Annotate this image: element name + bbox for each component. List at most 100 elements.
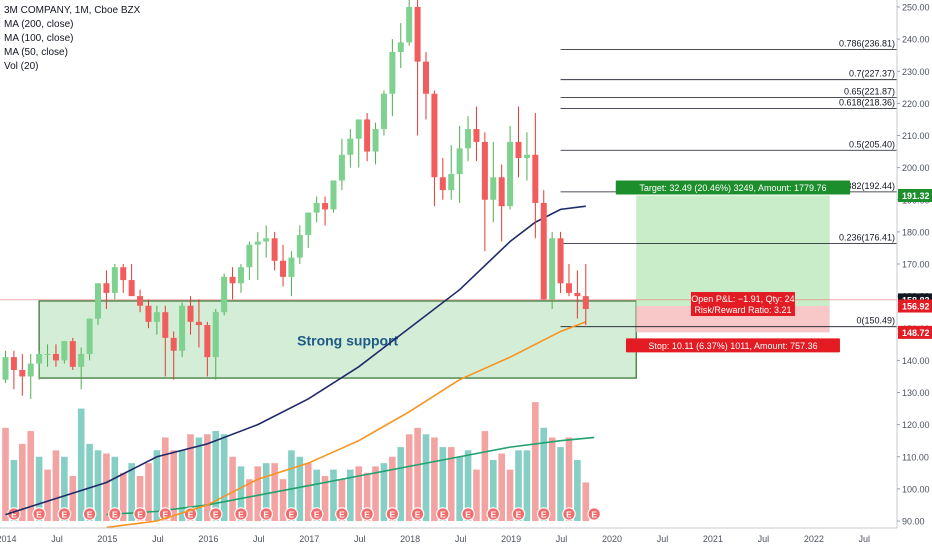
volume-bar	[363, 472, 371, 521]
volume-bar	[489, 459, 497, 521]
earnings-marker	[461, 507, 475, 521]
candle-body	[280, 260, 287, 277]
candle-body	[237, 267, 244, 284]
indicator-ma-200[interactable]: MA (200, close)	[4, 19, 74, 30]
candle-body	[574, 292, 581, 297]
volume-bar	[19, 443, 26, 521]
candle-body	[162, 312, 169, 338]
support-zone-label: Strong support	[297, 332, 398, 348]
volume-bar	[246, 479, 253, 521]
candle-body	[254, 241, 261, 245]
candle-body	[557, 238, 564, 284]
earnings-marker-label: E	[591, 509, 597, 519]
volume-bar	[128, 463, 135, 521]
earnings-marker-label: E	[213, 509, 219, 519]
candle-body	[204, 325, 211, 358]
candle-body	[313, 202, 320, 213]
candle-body	[229, 276, 236, 284]
price-tick-label: 100.00	[902, 484, 930, 494]
candle-body	[338, 154, 345, 181]
volume-bar	[389, 456, 396, 521]
candle-body	[364, 119, 371, 152]
candle-body	[195, 321, 202, 326]
volume-bar	[77, 408, 85, 521]
time-tick-label: 2018	[400, 534, 420, 544]
fib-level-label: 0(150.49)	[856, 316, 895, 326]
volume-bar	[212, 431, 220, 521]
candle-body	[540, 202, 547, 300]
volume-bar	[262, 463, 270, 521]
earnings-marker-label: E	[238, 509, 244, 519]
candle-body	[498, 177, 505, 207]
indicator-ma-100[interactable]: MA (100, close)	[4, 33, 74, 44]
candle-body	[565, 283, 572, 293]
volume-bar	[145, 463, 152, 521]
volume-bar	[338, 479, 346, 521]
price-tick-label: 170.00	[902, 260, 930, 270]
earnings-marker-label: E	[289, 509, 295, 519]
volume-bar	[61, 456, 68, 521]
candle-body	[36, 353, 43, 364]
volume-bar	[557, 447, 564, 521]
candle-body	[380, 93, 387, 130]
price-tick-label: 200.00	[902, 163, 930, 173]
candle-body	[120, 267, 127, 281]
candle-body	[372, 129, 379, 152]
candle-body	[288, 257, 295, 277]
candle-body	[52, 353, 59, 361]
earnings-marker-label: E	[87, 509, 93, 519]
price-badge-label: 191.32	[902, 191, 930, 201]
candle-body	[448, 174, 455, 191]
pnl-label: Open P&L: −1.91, Qty: 24	[691, 294, 794, 304]
time-tick-label: 2021	[703, 534, 723, 544]
price-tick-label: 220.00	[902, 99, 930, 109]
earnings-marker	[335, 507, 349, 521]
volume-bar	[170, 450, 177, 521]
volume-bar	[288, 450, 295, 521]
earnings-marker-label: E	[364, 509, 370, 519]
pnl-box	[690, 292, 795, 317]
candle-body	[322, 202, 329, 210]
earnings-marker-label: E	[516, 509, 522, 519]
volume-bar	[237, 466, 245, 521]
time-tick-label: 2020	[602, 534, 622, 544]
volume-bar	[456, 456, 463, 521]
fib-level-label: 0.236(176.41)	[839, 232, 895, 242]
volume-bar	[103, 453, 110, 521]
indicator-ma-50[interactable]: MA (50, close)	[4, 47, 68, 58]
volume-bar	[464, 450, 472, 521]
earnings-marker	[511, 507, 526, 521]
candle-body	[145, 305, 152, 322]
earnings-marker	[32, 507, 46, 521]
candle-body	[406, 7, 413, 43]
volume-bar	[195, 437, 203, 521]
candle-body	[137, 296, 144, 306]
candle-body	[44, 353, 51, 355]
candle-body	[507, 141, 514, 207]
earnings-marker-label: E	[263, 509, 269, 519]
volume-bar	[69, 476, 77, 521]
volume-bar	[321, 476, 329, 521]
candle-body	[515, 141, 522, 158]
indicator-volume[interactable]: Vol (20)	[4, 61, 39, 72]
price-tick-label: 240.00	[902, 35, 930, 45]
candle-body	[128, 280, 135, 297]
price-tick-label: 90.00	[902, 517, 925, 527]
volume-bar	[27, 431, 35, 521]
price-badge	[898, 189, 932, 203]
earnings-marker	[82, 507, 97, 521]
candle-body	[246, 244, 253, 268]
earnings-marker	[108, 507, 122, 521]
fib-level-label: 0.382(192.44)	[839, 181, 895, 191]
price-tick-label: 140.00	[902, 356, 930, 366]
price-badge-label: 148.72	[902, 328, 930, 338]
candle-body	[296, 235, 303, 258]
volume-bar	[372, 466, 379, 521]
price-tick-label: 180.00	[902, 227, 930, 237]
volume-bar	[153, 450, 161, 521]
volume-bar	[414, 427, 421, 521]
candle-body	[78, 353, 85, 367]
candle-body	[330, 180, 337, 210]
time-tick-label: Jul	[758, 534, 770, 544]
